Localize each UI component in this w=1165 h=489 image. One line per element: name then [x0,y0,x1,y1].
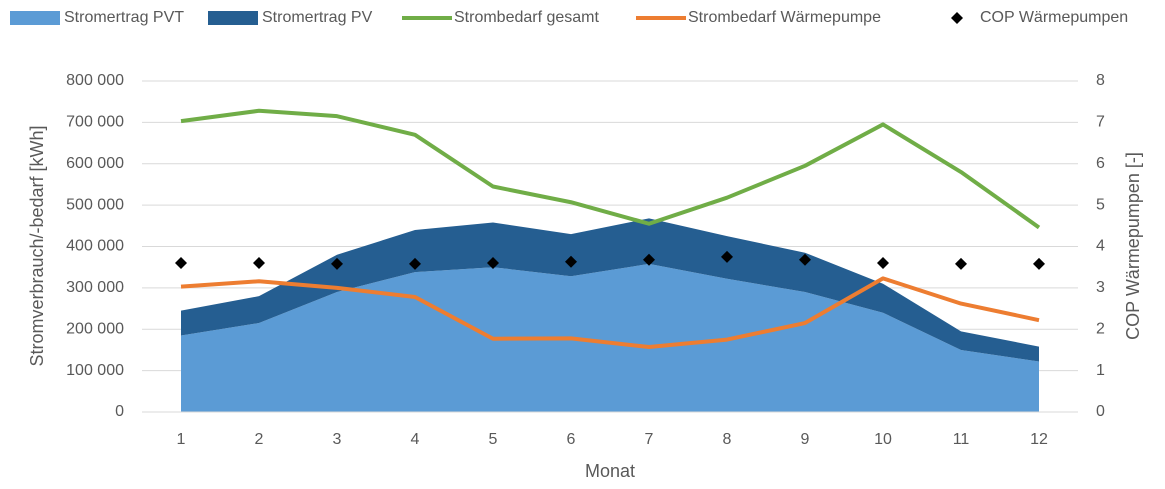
y2-tick-label: 6 [1096,155,1105,172]
legend-label: Stromertrag PVT [64,9,184,26]
y-tick-label: 0 [115,403,124,420]
x-tick-label: 4 [411,431,420,448]
y2-tick-label: 1 [1096,362,1105,379]
marker [643,253,655,266]
marker [487,257,499,270]
legend-label: Stromertrag PV [262,9,373,26]
y2-tick-label: 7 [1096,114,1105,131]
area [181,218,1039,362]
line [180,108,1041,230]
y-tick-label: 400 000 [66,238,124,255]
x-tick-label: 9 [801,431,810,448]
marker [877,257,889,270]
marker [1033,257,1045,270]
x-tick-label: 11 [953,431,970,448]
y-tick-label: 700 000 [66,114,124,131]
x-tick-label: 10 [874,431,892,448]
y-tick-label: 300 000 [66,279,124,296]
marker [721,250,733,263]
legend-swatch [208,11,258,25]
legend-swatch [951,12,963,24]
y2-tick-label: 3 [1096,279,1105,296]
marker [253,257,265,270]
y2-tick-label: 4 [1096,238,1105,255]
marker [331,257,343,270]
y-tick-label: 500 000 [66,196,124,213]
y2-tick-label: 8 [1096,72,1105,89]
legend-swatch [10,11,60,25]
legend-label: Strombedarf Wärmepumpe [688,9,881,26]
area [181,263,1039,412]
legend-label: Strombedarf gesamt [454,9,600,26]
marker [175,257,187,270]
x-axis-label: Monat [585,461,635,481]
y-tick-label: 800 000 [66,72,124,89]
x-tick-label: 12 [1030,431,1048,448]
x-tick-label: 6 [567,431,576,448]
y-tick-label: 100 000 [66,362,124,379]
x-tick-label: 1 [177,431,186,448]
x-tick-label: 3 [333,431,342,448]
legend-label: COP Wärmepumpen [980,9,1128,26]
marker [955,257,967,270]
y-axis-label: Stromverbrauch/-bedarf [kWh] [27,125,47,366]
y-tick-label: 600 000 [66,155,124,172]
y2-tick-label: 5 [1096,196,1105,213]
marker [565,255,577,268]
y2-tick-label: 2 [1096,320,1105,337]
y-tick-label: 200 000 [66,320,124,337]
y2-axis-label: COP Wärmepumpen [-] [1123,152,1143,340]
line [180,276,1040,350]
x-tick-label: 5 [489,431,498,448]
x-tick-label: 7 [645,431,654,448]
x-tick-label: 2 [255,431,264,448]
x-tick-label: 8 [723,431,732,448]
marker [409,257,421,270]
marker [799,253,811,266]
y2-tick-label: 0 [1096,403,1105,420]
